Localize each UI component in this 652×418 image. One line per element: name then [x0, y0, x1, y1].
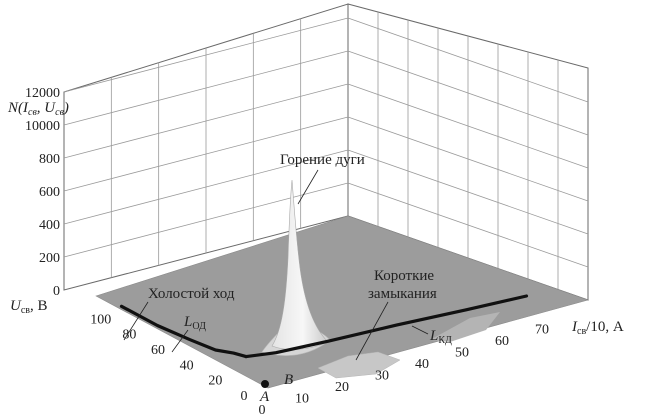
- label-l-kd: LКД: [429, 328, 452, 346]
- z-axis-label: N(Iсв, Uсв): [7, 100, 69, 118]
- annotation-short-circuit-1: Короткие: [374, 268, 434, 284]
- grid-left-wall: [63, 17, 349, 278]
- x-tick-label: 60: [495, 334, 509, 349]
- x-axis-ticks: 0 10 20 30 40 50 60 70: [259, 323, 550, 418]
- x-tick-label: 30: [375, 369, 389, 384]
- characteristic-lines: [119, 294, 529, 359]
- z-tick-label: 400: [39, 218, 60, 233]
- leader-l-kd: [411, 325, 429, 335]
- annotation-short-circuit-2: замыкания: [368, 286, 437, 302]
- base-plane: [95, 215, 590, 389]
- short-circuit-region: [317, 351, 401, 379]
- series-line: [119, 304, 248, 359]
- y-tick-label: 100: [90, 312, 111, 327]
- leader-l-od: [171, 329, 189, 353]
- x-tick-label: 10: [295, 392, 309, 407]
- z-tick-label: 0: [53, 284, 60, 299]
- label-l-od: LОД: [183, 314, 206, 332]
- annotation-arc-burning: Горение дуги: [280, 152, 365, 168]
- x-tick-label: 20: [335, 380, 349, 395]
- y-tick-label: 40: [180, 358, 194, 373]
- x-tick-label: 50: [455, 346, 469, 361]
- z-tick-label: 12000: [25, 86, 60, 101]
- x-axis-label: Iсв/10, А: [571, 319, 624, 337]
- leader-short-circuit: [355, 301, 389, 361]
- y-axis-ticks: 0 20 40 60 80 100: [90, 312, 247, 404]
- y-tick-label: 60: [151, 343, 165, 358]
- point-a-marker: [261, 380, 269, 388]
- y-axis-label: Uсв, В: [10, 298, 48, 316]
- short-circuit-region-far: [430, 312, 500, 342]
- annotation-idle: Холостой ход: [148, 286, 235, 302]
- leader-idle: [123, 301, 149, 341]
- y-tick-label: 0: [241, 389, 248, 404]
- leader-arc-burning: [297, 169, 319, 205]
- point-a-label: A: [259, 389, 270, 405]
- x-tick-label: 70: [535, 323, 549, 338]
- grid-right-wall: [347, 12, 589, 290]
- point-b-label: B: [284, 372, 293, 388]
- z-tick-label: 10000: [25, 119, 60, 134]
- y-tick-label: 80: [122, 328, 136, 343]
- z-axis-ticks: 0 200 400 600 800 10000 12000: [25, 86, 60, 299]
- x-tick-label: 40: [415, 357, 429, 372]
- z-tick-label: 600: [39, 185, 60, 200]
- z-tick-label: 800: [39, 152, 60, 167]
- y-tick-label: 20: [208, 374, 222, 389]
- x-tick-label: 0: [259, 403, 266, 418]
- z-tick-label: 200: [39, 251, 60, 266]
- series-line: [244, 294, 529, 359]
